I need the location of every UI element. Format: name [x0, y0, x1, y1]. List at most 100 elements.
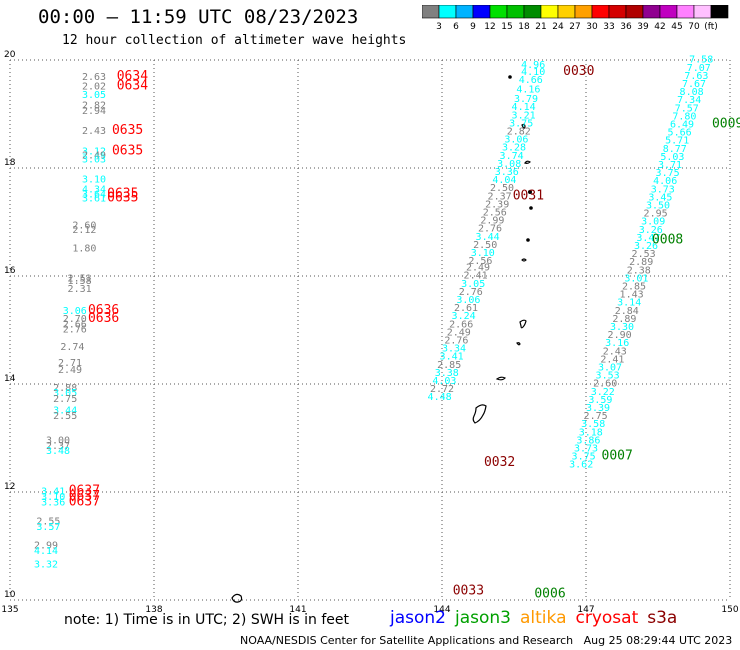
swh-value: 5.03	[660, 152, 684, 163]
swh-value: 2.89	[629, 257, 653, 268]
colorbar-label: 3	[436, 22, 442, 32]
swh-value: 3.53	[596, 371, 620, 382]
swh-value: 2.94	[82, 106, 106, 117]
colorbar-label: 18	[518, 22, 530, 32]
island-shape	[527, 190, 532, 195]
island-shape	[521, 123, 526, 129]
swh-values: 2.632.023.052.822.942.433.122.493.033.10…	[34, 55, 713, 571]
swh-value: 4.16	[516, 84, 540, 95]
swh-value: 3.45	[648, 192, 672, 203]
swh-value: 2.66	[449, 319, 473, 330]
swh-value: 3.57	[36, 522, 60, 533]
pass-label: 0033	[453, 584, 484, 599]
swh-value: 2.75	[53, 394, 77, 405]
swh-value: 2.49	[82, 150, 106, 161]
footer-note: note: 1) Time is in UTC; 2) SWH is in fe…	[64, 612, 350, 628]
swh-value: 2.88	[53, 383, 77, 394]
colorbar-label: 70	[688, 22, 700, 32]
island-shape	[508, 75, 512, 79]
x-tick-label: 138	[145, 605, 162, 615]
legend-item-jason2: jason2	[390, 608, 446, 628]
swh-value: 2.37	[46, 441, 70, 452]
x-tick-label: 144	[433, 605, 450, 615]
legend-item-jason3: jason3	[455, 608, 511, 628]
colorbar-label: 9	[470, 22, 476, 32]
swh-value: 3.44	[53, 406, 77, 417]
pass-label: 0030	[563, 64, 594, 79]
island-shape	[529, 206, 533, 210]
footer-credit: NOAA/NESDIS Center for Satellite Applica…	[240, 634, 733, 647]
swh-value: 2.85	[437, 360, 461, 371]
swh-value: 2.41	[464, 271, 488, 282]
swh-value: 2.72	[430, 384, 454, 395]
swh-value: 1.58	[68, 276, 92, 287]
pass-label: 0637	[69, 495, 100, 510]
swh-value: 3.41	[41, 487, 65, 498]
pass-label: 0006	[534, 586, 565, 601]
swh-value: 2.55	[53, 411, 77, 422]
swh-value: 2.12	[72, 225, 96, 236]
swh-value: 4.06	[653, 176, 677, 187]
swh-value: 3.10	[82, 175, 106, 186]
swh-value: 2.50	[490, 183, 514, 194]
swh-value: 4.04	[492, 175, 516, 186]
pass-label: 0635	[107, 190, 138, 205]
colorbar: 3 6 9 12 15 18 21 24 27 30 33 36 39 42 45 70 (ft)	[422, 5, 729, 32]
swh-value: 3.36	[41, 498, 65, 509]
swh-value: 7.67	[682, 79, 706, 90]
island-shape	[524, 160, 531, 164]
swh-value: 2.76	[459, 287, 483, 298]
colorbar-label: 6	[453, 22, 459, 32]
pass-labels: 0634063406350635063506350636063606370637…	[69, 64, 740, 601]
pass-label: 0634	[117, 69, 148, 84]
swh-value: 4.96	[521, 60, 545, 71]
swh-value: 7.63	[684, 71, 708, 82]
coastline-islands	[231, 75, 533, 603]
colorbar-label: 36	[620, 22, 632, 32]
swh-value: 2.90	[608, 330, 632, 341]
swh-value: 3.26	[639, 225, 663, 236]
swh-value: 2.41	[600, 354, 624, 365]
y-tick-label: 20	[4, 50, 16, 60]
swh-value: 3.59	[588, 395, 612, 406]
y-tick-label: 18	[4, 158, 16, 168]
swh-value: 4.03	[432, 376, 456, 387]
swh-value: 8.77	[663, 144, 687, 155]
swh-value: 3.74	[500, 151, 524, 162]
swh-value: 3.05	[461, 279, 485, 290]
swh-value: 3.14	[617, 298, 641, 309]
swh-value: 2.56	[468, 256, 492, 267]
swh-value: 6.49	[670, 120, 694, 131]
y-tick-label: 14	[4, 374, 16, 384]
swh-value: 3.62	[569, 460, 593, 471]
swh-value: 3.21	[512, 110, 536, 121]
swh-value: 4.14	[34, 546, 58, 557]
swh-value: 2.31	[68, 284, 92, 295]
pass-label: 0009	[712, 117, 740, 132]
pass-label: 0635	[112, 123, 143, 138]
colorbar-label: 12	[484, 22, 495, 32]
swh-value: 2.82	[507, 127, 531, 138]
swh-value: 2.89	[612, 314, 636, 325]
swh-value: 3.16	[605, 338, 629, 349]
pass-label: 0007	[602, 449, 633, 464]
swh-value: 3.73	[651, 184, 675, 195]
swh-value: 2.50	[473, 240, 497, 251]
swh-value: 3.06	[504, 135, 528, 146]
colorbar-label: 45	[671, 22, 682, 32]
pass-label: 0636	[88, 303, 119, 318]
swh-value: 4.48	[428, 392, 452, 403]
swh-value: 3.06	[63, 306, 87, 317]
swh-value: 2.95	[644, 209, 668, 220]
swh-value: 3.73	[574, 444, 598, 455]
chart-title: 00:00 – 11:59 UTC 08/23/2023	[38, 6, 359, 28]
swh-value: 3.58	[581, 419, 605, 430]
pass-label: 0635	[112, 144, 143, 159]
swh-value: 3.75	[509, 118, 533, 129]
swh-value: 3.71	[658, 160, 682, 171]
colorbar-label: 30	[586, 22, 598, 32]
swh-value: 3.41	[440, 352, 464, 363]
colorbar-swatch	[710, 5, 729, 19]
swh-value: 1.43	[620, 290, 644, 301]
swh-value: 7.80	[672, 111, 696, 122]
